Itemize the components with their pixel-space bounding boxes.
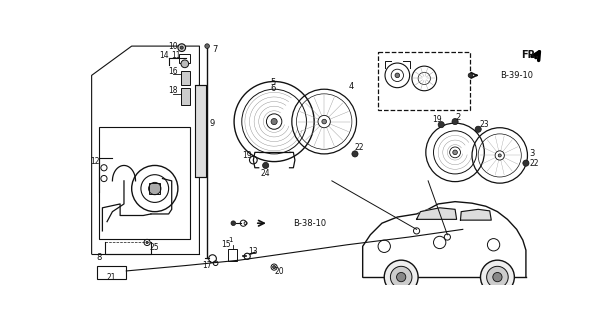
Text: B-38-10: B-38-10 (293, 219, 326, 228)
Text: 4: 4 (348, 82, 354, 91)
Text: 24: 24 (261, 169, 270, 178)
Circle shape (149, 182, 161, 195)
Polygon shape (417, 208, 457, 219)
Text: B-39-10: B-39-10 (500, 71, 533, 80)
Circle shape (438, 122, 444, 128)
Circle shape (322, 119, 326, 124)
Circle shape (352, 151, 358, 157)
Bar (195, 84, 206, 177)
Circle shape (205, 44, 209, 48)
Circle shape (453, 150, 458, 155)
Circle shape (231, 221, 235, 226)
Text: 3: 3 (529, 149, 535, 158)
Circle shape (396, 273, 406, 282)
Text: 2: 2 (456, 113, 461, 122)
Circle shape (487, 266, 508, 288)
Bar (149, 183, 160, 194)
Text: 16: 16 (168, 67, 178, 76)
Circle shape (390, 266, 412, 288)
Circle shape (498, 154, 501, 157)
Text: 5: 5 (270, 78, 275, 87)
Circle shape (468, 73, 473, 78)
Circle shape (493, 273, 502, 282)
Bar (99, 127, 190, 239)
Text: 21: 21 (107, 273, 117, 282)
Polygon shape (461, 209, 491, 220)
Text: 1: 1 (228, 237, 232, 243)
Text: 23: 23 (479, 120, 489, 129)
Circle shape (146, 241, 148, 244)
Circle shape (262, 162, 269, 169)
Circle shape (481, 260, 514, 294)
Circle shape (475, 126, 481, 132)
Text: 25: 25 (150, 243, 160, 252)
Circle shape (523, 160, 529, 166)
Circle shape (180, 46, 183, 49)
Text: 14: 14 (159, 51, 169, 60)
Circle shape (384, 260, 418, 294)
Circle shape (273, 266, 276, 268)
Text: 17: 17 (203, 261, 212, 270)
Text: 22: 22 (529, 159, 539, 168)
Bar (181, 88, 190, 105)
Text: 15: 15 (221, 240, 231, 249)
Circle shape (178, 44, 185, 52)
Text: 19: 19 (242, 151, 252, 160)
Text: 19: 19 (432, 115, 442, 124)
Text: 6: 6 (270, 84, 275, 93)
Circle shape (452, 118, 458, 124)
Circle shape (395, 73, 400, 78)
Text: 18: 18 (168, 86, 178, 95)
Bar (228, 249, 237, 261)
Bar (179, 54, 190, 63)
Text: 11: 11 (171, 51, 181, 60)
Bar (97, 266, 126, 279)
Text: 22: 22 (354, 143, 364, 152)
Text: 9: 9 (209, 119, 214, 128)
Circle shape (271, 118, 277, 124)
Text: 10: 10 (168, 42, 178, 51)
Text: 7: 7 (212, 45, 218, 54)
Text: FR.: FR. (522, 50, 539, 60)
Text: 12: 12 (90, 157, 99, 166)
Text: 13: 13 (248, 247, 257, 256)
Text: 20: 20 (274, 267, 284, 276)
Text: 8: 8 (96, 253, 102, 262)
Circle shape (181, 60, 188, 68)
Bar (378, 52, 470, 110)
Bar (181, 71, 190, 84)
